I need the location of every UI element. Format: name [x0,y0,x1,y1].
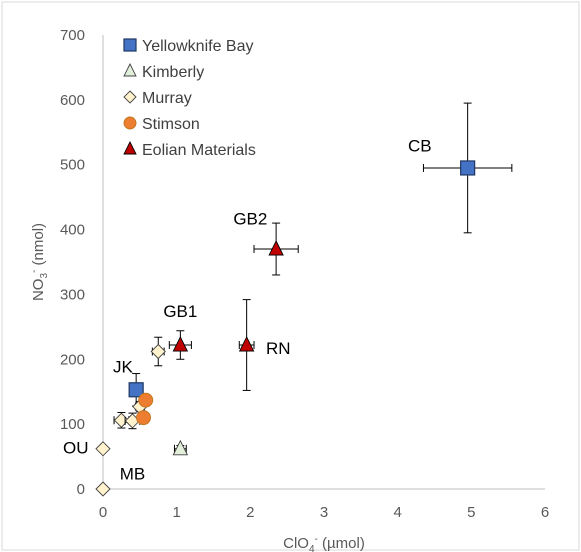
point-label: GB2 [233,209,267,228]
legend: Yellowknife Bay Kimberly Murray Stimson Eoli… [123,38,256,159]
legend-marker [123,140,137,155]
y-tick-label: 0 [77,481,85,498]
y-axis-title: NO3- (nmol) [29,223,50,301]
y-tick-label: 700 [60,27,85,44]
point-label: MB [120,464,146,483]
data-point [460,160,476,176]
y-tick-label: 400 [60,222,85,239]
y-tick-label: 100 [60,416,85,433]
point-annotations: CB GB2 GB1 RN JK OU MB [63,137,432,484]
x-tick-label: 1 [172,504,180,521]
point-label: CB [408,137,432,156]
legend-marker [123,38,137,52]
legend-label: Yellowknife Bay [142,38,253,55]
y-tick-label: 200 [60,351,85,368]
point-label: OU [63,438,89,457]
x-tick-label: 4 [393,504,401,521]
data-point [128,382,144,398]
data-point [238,336,255,352]
point-label: JK [113,357,134,376]
y-tick-label: 500 [60,157,85,174]
data-point [95,441,111,457]
y-tick-label: 600 [60,92,85,109]
data-point [136,410,151,426]
point-label: GB1 [163,302,197,321]
data-point [138,392,154,408]
x-tick-label: 2 [246,504,254,521]
legend-label: Stimson [142,116,200,133]
data-points [95,102,513,497]
x-tick-label: 3 [320,504,328,521]
data-point [150,343,166,360]
data-point [95,481,111,497]
x-tick-label: 0 [99,504,107,521]
x-axis-title: ClO4- (µmol) [283,534,365,552]
data-point [268,240,284,256]
data-point [113,412,130,428]
legend-label: Murray [142,90,192,107]
legend-marker [123,90,137,104]
legend-label: Kimberly [142,64,204,81]
data-point [172,439,189,456]
y-tick-label: 300 [60,286,85,303]
x-tick-label: 5 [467,504,475,521]
x-tick-label: 6 [541,504,549,521]
legend-label: Eolian Materials [142,142,256,159]
legend-marker [123,116,137,130]
x-tick-labels: 0 1 2 3 4 5 6 [99,504,549,521]
legend-marker [123,62,137,77]
data-point [172,336,189,352]
point-label: RN [266,339,291,358]
y-tick-labels: 0 100 200 300 400 500 600 700 [60,27,85,498]
